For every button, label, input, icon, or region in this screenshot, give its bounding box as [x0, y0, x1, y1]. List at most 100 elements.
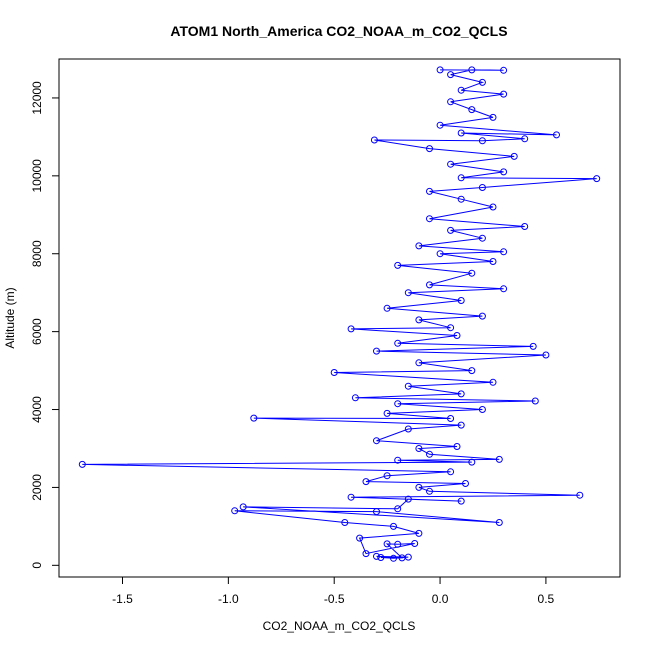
data-point: [593, 175, 601, 183]
x-tick-label: -1.0: [218, 592, 239, 606]
data-point: [531, 397, 539, 405]
data-point: [383, 540, 391, 548]
data-point: [404, 495, 412, 503]
data-point: [415, 316, 423, 324]
data-point: [426, 215, 433, 223]
data-point: [447, 468, 455, 476]
data-point: [447, 160, 455, 168]
x-tick-label: -1.5: [112, 592, 133, 606]
data-point: [436, 121, 444, 129]
data-point: [457, 421, 465, 429]
data-point: [500, 248, 508, 256]
data-point: [415, 483, 423, 491]
data-point: [341, 519, 349, 526]
data-point: [521, 135, 529, 143]
data-point: [383, 472, 391, 480]
data-point: [356, 534, 364, 542]
data-point: [373, 552, 380, 560]
y-tick-label: 10000: [30, 159, 44, 193]
data-point: [383, 304, 391, 312]
data-point: [404, 289, 412, 297]
data-point: [394, 261, 402, 269]
data-point: [553, 131, 560, 139]
data-point: [478, 406, 486, 413]
data-point: [457, 195, 465, 203]
data-point: [489, 203, 497, 211]
data-point: [231, 507, 239, 515]
y-tick-label: 6000: [30, 318, 44, 345]
data-point: [457, 297, 465, 304]
y-axis-ticks: 0 2000 4000 6000 8000 10000 12000: [30, 81, 60, 569]
data-point: [478, 78, 486, 86]
data-point: [404, 425, 412, 433]
x-tick-label: 0.0: [432, 592, 449, 606]
y-tick-label: 12000: [30, 81, 44, 115]
data-point: [447, 98, 455, 106]
chart-title: ATOM1 North_America CO2_NOAA_m_CO2_QCLS: [170, 23, 507, 39]
data-point: [239, 503, 247, 511]
data-point: [500, 168, 508, 176]
data-point: [370, 136, 378, 144]
data-point: [468, 106, 476, 114]
data-point: [489, 378, 497, 386]
data-point: [436, 66, 444, 74]
data-point: [411, 540, 419, 547]
data-point: [478, 184, 486, 191]
data-point: [453, 443, 461, 450]
data-point: [489, 113, 497, 121]
series-point-group: [78, 66, 601, 562]
data-point: [447, 415, 455, 422]
data-point: [457, 497, 465, 505]
data-point: [529, 342, 537, 350]
data-point: [500, 90, 508, 98]
data-point: [373, 347, 380, 355]
data-point: [415, 445, 423, 452]
data-point: [78, 460, 86, 468]
data-point: [478, 312, 486, 320]
x-tick-label: 0.5: [538, 592, 555, 606]
series-line-group: [82, 69, 597, 559]
data-point: [436, 250, 444, 258]
data-point: [468, 66, 476, 74]
data-point: [404, 382, 412, 390]
data-point: [394, 540, 402, 548]
data-point: [394, 456, 402, 464]
data-point: [447, 71, 455, 79]
data-point: [468, 458, 476, 466]
data-point: [362, 550, 370, 558]
y-tick-label: 2000: [30, 474, 44, 501]
data-point: [478, 234, 486, 242]
data-point: [394, 400, 402, 408]
series-line: [82, 69, 597, 559]
data-point: [500, 285, 508, 293]
x-axis-label: CO2_NOAA_m_CO2_QCLS: [263, 619, 416, 633]
y-tick-label: 4000: [30, 396, 44, 423]
data-point: [362, 478, 370, 486]
x-axis-ticks: -1.5 -1.0 -0.5 0.0 0.5: [112, 576, 555, 606]
data-point: [457, 174, 465, 182]
data-point: [373, 437, 380, 445]
data-point: [426, 281, 433, 289]
data-point: [457, 129, 465, 137]
data-point: [457, 86, 465, 94]
data-point: [390, 522, 397, 530]
data-point: [426, 487, 433, 495]
x-tick-label: -0.5: [324, 592, 345, 606]
data-point: [330, 369, 338, 376]
data-point: [351, 394, 359, 402]
data-point: [426, 187, 433, 195]
data-point: [462, 480, 469, 487]
y-tick-label: 0: [30, 562, 44, 569]
data-point: [495, 455, 503, 463]
data-point: [495, 519, 503, 526]
data-point: [576, 491, 584, 499]
data-point: [426, 450, 433, 458]
data-point: [415, 359, 423, 367]
data-point: [489, 258, 497, 265]
data-point: [398, 554, 406, 562]
y-axis-label: Altitude (m): [3, 287, 17, 348]
data-point: [347, 325, 355, 333]
data-point: [415, 529, 423, 537]
data-point: [373, 508, 380, 516]
